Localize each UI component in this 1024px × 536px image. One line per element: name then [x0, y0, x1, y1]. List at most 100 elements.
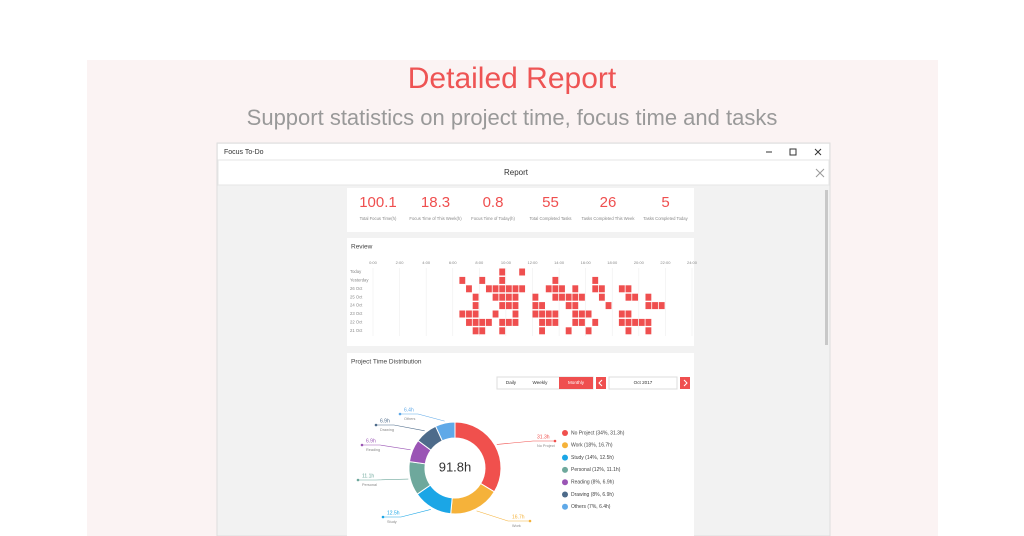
heat-cell — [479, 276, 486, 284]
heat-cell — [585, 310, 592, 318]
maximize-button[interactable] — [789, 148, 797, 156]
heat-cell — [492, 310, 499, 318]
hour-label: 8:00 — [475, 260, 484, 265]
stat-label: Focus Time of This Week(h) — [409, 216, 462, 221]
callout-dot — [360, 443, 364, 447]
app-name: Focus To-Do — [224, 149, 264, 156]
heat-cell — [625, 293, 632, 301]
heat-cell — [532, 293, 539, 301]
heat-cell — [552, 285, 559, 293]
callout-name: No Project — [537, 444, 556, 448]
heat-cell — [658, 302, 665, 310]
callout-line — [383, 509, 431, 518]
heat-cell — [592, 276, 599, 284]
heat-cell — [539, 327, 545, 335]
heat-cell — [638, 318, 645, 326]
heat-cell — [572, 318, 579, 326]
hour-label: 0:00 — [369, 260, 378, 265]
heat-cell — [539, 302, 545, 310]
heat-cell — [598, 285, 605, 293]
tab-active — [559, 377, 593, 389]
callout-hours: 6.9h — [366, 438, 376, 444]
heat-cell — [492, 285, 499, 293]
heat-cell — [625, 310, 632, 318]
hour-label: 14:00 — [554, 260, 565, 265]
legend-dot — [562, 503, 568, 510]
hour-label: 18:00 — [607, 260, 618, 265]
legend-dot — [562, 430, 568, 436]
callout-hours: 31.3h — [537, 434, 550, 440]
heat-cell — [572, 285, 579, 293]
heat-cell — [552, 310, 559, 318]
callout-line — [496, 440, 555, 445]
heat-cell — [565, 293, 572, 301]
callout-name: Drawing — [380, 428, 394, 432]
heat-cell — [532, 302, 539, 310]
stat-label: Total Completed Tasks — [529, 216, 571, 221]
prev-icon — [598, 379, 603, 387]
heat-cell — [572, 310, 579, 318]
heat-cell — [479, 327, 486, 335]
stat-label: Tasks Completed This Week — [582, 216, 636, 221]
heat-cell — [499, 285, 506, 293]
heat-cell — [618, 318, 625, 326]
hour-label: 2:00 — [396, 260, 405, 265]
heat-cell — [645, 302, 652, 310]
stats-card — [347, 188, 694, 232]
heat-cell — [539, 318, 545, 326]
heat-cell — [479, 318, 486, 326]
day-label: 24 Oct — [350, 303, 363, 308]
heat-cell — [605, 302, 612, 310]
heat-cell — [552, 276, 559, 284]
report-title: Report — [504, 168, 529, 177]
legend-label: Reading (8%, 6.9h) — [571, 480, 614, 486]
stat-label: Focus Time of Today(h) — [471, 216, 515, 221]
heat-cell — [499, 302, 506, 310]
next-button[interactable] — [680, 377, 690, 389]
heat-cell — [499, 327, 506, 335]
legend-dot — [562, 454, 568, 461]
heat-cell — [459, 310, 466, 318]
heat-cell — [505, 318, 512, 326]
heat-cell — [519, 285, 526, 293]
heat-cell — [632, 318, 639, 326]
heat-cell — [579, 318, 585, 326]
callout-hours: 6.4h — [404, 407, 414, 413]
review-title: Review — [351, 244, 373, 251]
period-box — [608, 376, 678, 390]
heat-cell — [552, 293, 559, 301]
tab[interactable]: Daily — [506, 380, 517, 385]
hour-label: 12:00 — [527, 260, 538, 265]
stat-value: 5 — [661, 194, 669, 211]
hour-label: 24:00 — [687, 260, 698, 265]
stat-value: 0.8 — [483, 194, 504, 211]
prev-button[interactable] — [596, 377, 606, 389]
close-button[interactable] — [814, 148, 822, 156]
callout-dot — [381, 515, 385, 519]
day-label: Yesterday — [350, 278, 369, 283]
legend-dot — [562, 466, 568, 473]
heat-cell — [485, 318, 492, 326]
heat-cell — [618, 310, 625, 318]
heat-cell — [559, 285, 565, 293]
report-close[interactable] — [815, 168, 825, 178]
heat-cell — [645, 293, 652, 301]
callout-name: Others — [404, 417, 415, 421]
tab[interactable]: Weekly — [533, 380, 549, 385]
heat-cell — [512, 285, 519, 293]
hour-label: 10:00 — [501, 260, 512, 265]
legend-label: Work (18%, 16.7h) — [571, 443, 613, 449]
heat-cell — [472, 310, 479, 318]
subheadline: Support statistics on project time, focu… — [247, 105, 778, 130]
callout-name: Study — [387, 520, 397, 524]
legend-dot — [562, 442, 568, 449]
hour-label: 6:00 — [449, 260, 458, 265]
heat-cell — [512, 318, 519, 326]
heat-cell — [505, 285, 512, 293]
heat-cell — [472, 318, 479, 326]
heat-cell — [645, 327, 652, 335]
title-bar — [218, 144, 829, 160]
tab[interactable]: Monthly — [568, 380, 585, 385]
callout-name: Reading — [366, 448, 380, 452]
heat-cell — [505, 302, 512, 310]
